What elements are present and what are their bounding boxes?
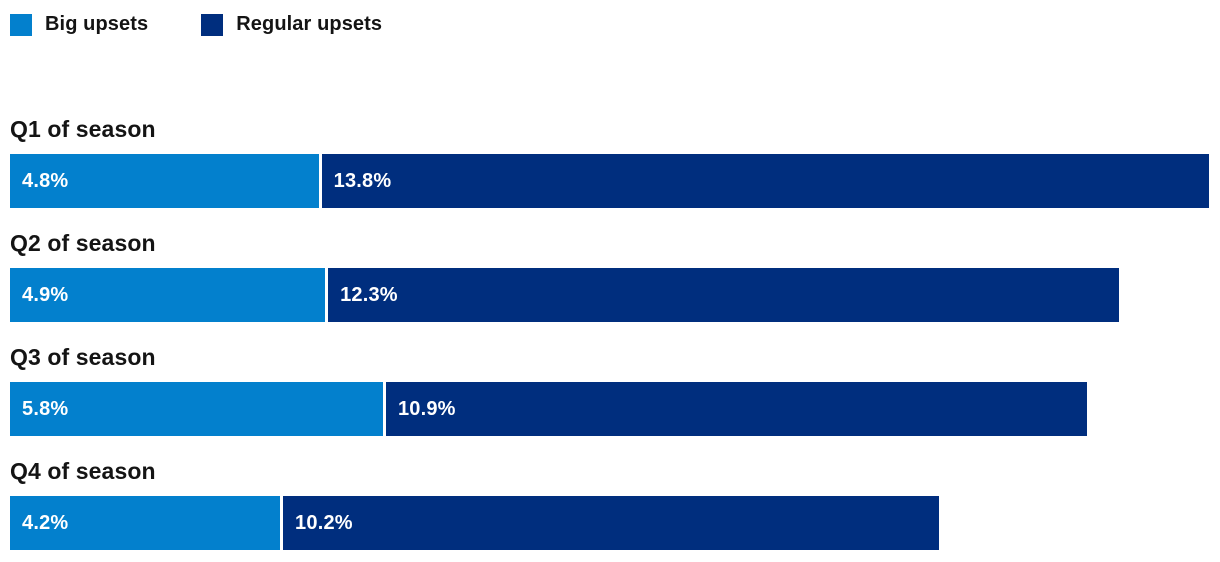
bar-value-regular: 10.9% <box>397 397 456 420</box>
chart-legend: Big upsets Regular upsets <box>10 13 1220 36</box>
legend-label-regular-upsets: Regular upsets <box>236 13 383 35</box>
bar-row: Q3 of season 5.8% 10.9% <box>10 344 1220 436</box>
bar-value-big: 4.8% <box>22 169 69 192</box>
legend-swatch-regular-upsets <box>201 13 224 36</box>
legend-swatch-big-upsets <box>10 13 32 36</box>
row-title: Q3 of season <box>10 344 156 370</box>
legend-item-regular-upsets: Regular upsets <box>201 13 382 36</box>
bar-segment-regular: 12.3% <box>328 268 1119 322</box>
bar-row: Q1 of season 4.8% 13.8% <box>10 116 1220 208</box>
bar-row: Q2 of season 4.9% 12.3% <box>10 230 1220 322</box>
bar-segment-big: 5.8% <box>10 382 383 436</box>
bar-value-regular: 12.3% <box>340 283 398 306</box>
bar-value-big: 5.8% <box>22 397 69 420</box>
bar-segment-regular: 13.8% <box>321 154 1209 208</box>
stacked-bar-chart: Q1 of season 4.8% 13.8% Q2 of season 4.9… <box>10 116 1220 550</box>
legend-item-big-upsets: Big upsets <box>10 13 148 36</box>
bar-row: Q4 of season 4.2% 10.2% <box>10 458 1220 550</box>
bar-value-regular: 13.8% <box>333 169 392 192</box>
bar-track: 4.8% 13.8% <box>10 154 1220 208</box>
bar-value-regular: 10.2% <box>295 511 353 534</box>
bar-track: 4.9% 12.3% <box>10 268 1220 322</box>
bar-segment-big: 4.2% <box>10 496 281 550</box>
row-title: Q2 of season <box>10 230 156 256</box>
bar-segment-big: 4.8% <box>10 154 319 208</box>
bar-track: 4.2% 10.2% <box>10 496 1220 550</box>
bar-value-big: 4.2% <box>22 511 69 534</box>
bar-track: 5.8% 10.9% <box>10 382 1220 436</box>
bar-segment-regular: 10.2% <box>283 496 939 550</box>
legend-label-big-upsets: Big upsets <box>45 13 149 35</box>
bar-segment-big: 4.9% <box>10 268 326 322</box>
bar-value-big: 4.9% <box>22 283 69 306</box>
row-title: Q4 of season <box>10 458 156 484</box>
row-title: Q1 of season <box>10 116 156 142</box>
bar-segment-regular: 10.9% <box>385 382 1087 436</box>
